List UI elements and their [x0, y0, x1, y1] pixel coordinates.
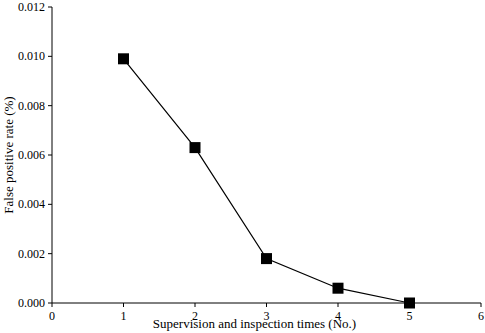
marker [118, 53, 129, 64]
x-tick [266, 303, 267, 307]
x-tick-label: 5 [407, 309, 413, 323]
x-tick [123, 303, 124, 307]
x-axis-label: Supervision and inspection times (No.) [153, 316, 356, 331]
x-tick [52, 303, 53, 307]
marker [404, 298, 415, 309]
y-tick-label: 0.010 [18, 49, 45, 63]
y-tick [48, 56, 52, 57]
y-tick-label: 0.002 [18, 247, 45, 261]
x-tick [481, 303, 482, 307]
x-tick-label: 6 [478, 309, 484, 323]
x-tick [195, 303, 196, 307]
marker [333, 283, 344, 294]
x-tick-label: 1 [121, 309, 127, 323]
x-tick-label: 0 [49, 309, 55, 323]
y-tick [48, 105, 52, 106]
y-tick [48, 253, 52, 254]
marker [190, 142, 201, 153]
y-axis-label: False positive rate (%) [1, 96, 16, 213]
marker [261, 253, 272, 264]
y-tick-label: 0.008 [18, 99, 45, 113]
line [124, 59, 410, 303]
y-tick-label: 0.000 [18, 296, 45, 310]
y-tick-label: 0.004 [18, 197, 45, 211]
y-tick [48, 7, 52, 8]
y-tick-label: 0.006 [18, 148, 45, 162]
chart-container: 01234560.0000.0020.0040.0060.0080.0100.0… [0, 0, 485, 333]
plot-data [118, 53, 415, 308]
y-tick [48, 204, 52, 205]
y-tick [48, 303, 52, 304]
x-tick [338, 303, 339, 307]
y-tick [48, 155, 52, 156]
chart: 01234560.0000.0020.0040.0060.0080.0100.0… [0, 0, 485, 333]
y-tick-label: 0.012 [18, 0, 45, 14]
